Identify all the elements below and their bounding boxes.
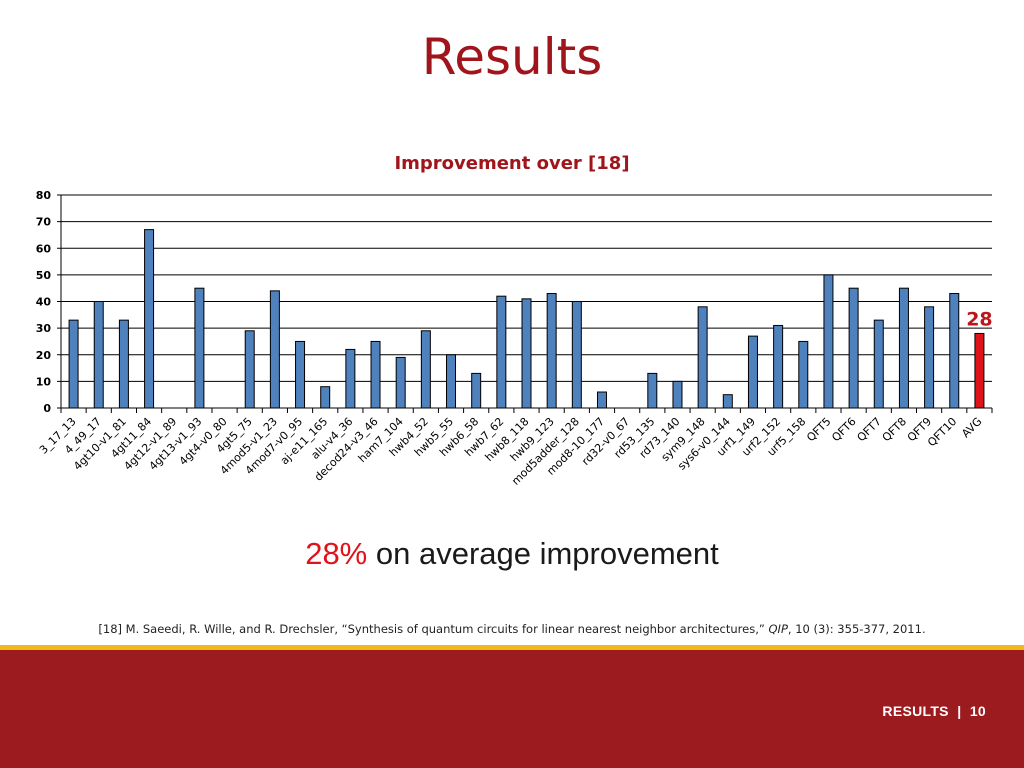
x-tick-label: QFT8 xyxy=(880,415,909,444)
bar xyxy=(949,293,960,409)
bar xyxy=(395,356,406,409)
bar xyxy=(521,298,532,409)
y-tick-label: 20 xyxy=(36,349,52,362)
x-tick-label: AVG xyxy=(959,415,984,440)
x-tick-label: QFT6 xyxy=(829,415,858,444)
footer-accent-line xyxy=(0,645,1024,650)
x-tick-label: QFT5 xyxy=(804,415,833,444)
bar xyxy=(672,380,683,409)
bar xyxy=(924,306,935,409)
y-tick-label: 30 xyxy=(36,322,52,335)
bar xyxy=(647,372,658,409)
footer-section-label: RESULTS | 10 xyxy=(882,703,986,719)
citation-details: , 10 (3): 355-377, 2011. xyxy=(787,622,926,636)
bar xyxy=(571,301,582,409)
bar xyxy=(823,274,834,409)
bar xyxy=(471,372,482,409)
bar xyxy=(118,319,129,409)
y-tick-label: 60 xyxy=(36,242,52,255)
summary-text: 28% on average improvement xyxy=(0,536,1024,572)
bars xyxy=(68,229,985,409)
bar xyxy=(596,391,607,409)
bar xyxy=(68,319,79,409)
bar xyxy=(848,287,859,409)
footer-section-name: RESULTS xyxy=(882,703,949,719)
slide-title: Results xyxy=(421,28,603,86)
bar xyxy=(269,290,280,409)
bar xyxy=(496,295,507,409)
citation-journal: QIP xyxy=(768,622,788,636)
y-tick-label: 40 xyxy=(36,296,52,309)
bar xyxy=(546,293,557,409)
citation-text: [18] M. Saeedi, R. Wille, and R. Drechsl… xyxy=(98,622,769,636)
bar xyxy=(345,348,356,409)
bar xyxy=(773,324,784,409)
summary-label: on average improvement xyxy=(367,536,719,571)
bar xyxy=(873,319,884,409)
bar xyxy=(747,335,758,409)
bar xyxy=(798,340,809,409)
avg-data-label: 28 xyxy=(966,308,992,330)
summary-percent: 28% xyxy=(305,536,368,571)
y-tick-labels: 0 10 20 30 40 50 60 70 80 xyxy=(36,189,52,415)
x-tick-label: QFT10 xyxy=(925,415,959,449)
x-tick-label: QFT7 xyxy=(855,415,884,444)
footer-bar: RESULTS | 10 xyxy=(0,650,1024,768)
bar xyxy=(420,330,431,409)
bar xyxy=(320,386,331,409)
y-tick-label: 0 xyxy=(43,402,51,415)
bar xyxy=(144,229,155,409)
bar xyxy=(722,394,733,409)
bar xyxy=(295,340,306,409)
x-tick-labels: 3_17_134_49_174gt10-v1_814gt11_844gt12-v… xyxy=(37,415,985,488)
y-tick-label: 10 xyxy=(36,375,52,388)
bar-avg xyxy=(974,332,985,409)
y-tick-label: 80 xyxy=(36,189,52,202)
bar xyxy=(93,301,104,409)
y-tick-label: 50 xyxy=(36,269,52,282)
y-tick-label: 70 xyxy=(36,216,52,229)
bar xyxy=(194,287,205,409)
bar-chart: Improvement over [18] 01020304050607080 … xyxy=(36,153,993,488)
citation: [18] M. Saeedi, R. Wille, and R. Drechsl… xyxy=(0,622,1024,636)
bar xyxy=(898,287,909,409)
bar xyxy=(446,354,457,409)
page-number: 10 xyxy=(969,703,986,719)
data-labels: 28 xyxy=(966,308,992,330)
bar xyxy=(697,306,708,409)
footer-separator: | xyxy=(957,703,962,719)
bar xyxy=(370,340,381,409)
chart-title: Improvement over [18] xyxy=(394,153,629,174)
bar xyxy=(244,330,255,409)
